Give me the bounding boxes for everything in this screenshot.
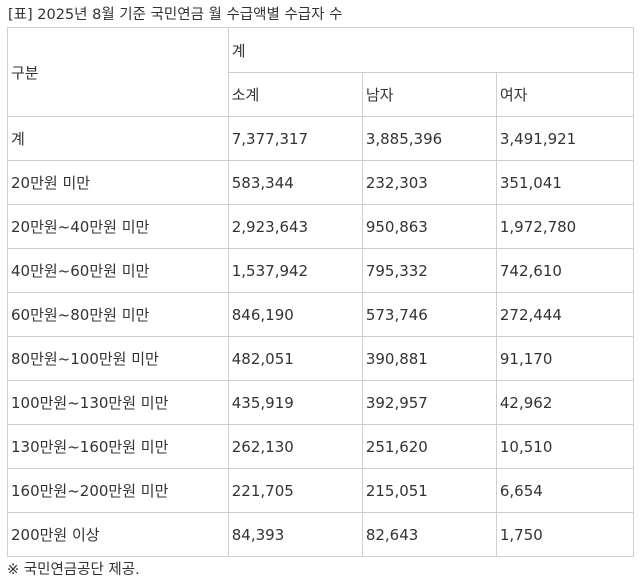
row-label-cell: 130만원~160만원 미만: [7, 424, 229, 469]
row-total-cell: 262,130: [227, 424, 363, 469]
row-male-cell: 251,620: [361, 424, 497, 469]
row-total-cell: 583,344: [227, 160, 363, 205]
table-row: 계 7,377,317 3,885,396 3,491,921: [7, 116, 635, 161]
table-row: 60만원~80만원 미만 846,190 573,746 272,444: [7, 292, 635, 337]
header-subtotal-cell: 소계: [227, 72, 363, 117]
row-female-cell: 42,962: [495, 380, 635, 425]
table-row: 20만원~40만원 미만 2,923,643 950,863 1,972,780: [7, 204, 635, 249]
row-total-cell: 84,393: [227, 512, 363, 557]
table-row: 80만원~100만원 미만 482,051 390,881 91,170: [7, 336, 635, 381]
header-row-top: 구분 계: [7, 27, 635, 117]
row-female-cell: 272,444: [495, 292, 635, 337]
row-female-cell: 91,170: [495, 336, 635, 381]
row-label-cell: 60만원~80만원 미만: [7, 292, 229, 337]
table-row: 160만원~200만원 미만 221,705 215,051 6,654: [7, 468, 635, 513]
row-label-cell: 40만원~60만원 미만: [7, 248, 229, 293]
header-row-sub: 소계 남자 여자: [8, 72, 635, 117]
header-female-cell: 여자: [495, 72, 635, 117]
header-group-cell: 구분: [7, 27, 229, 117]
row-total-cell: 435,919: [227, 380, 363, 425]
row-female-cell: 6,654: [495, 468, 635, 513]
row-label-cell: 20만원~40만원 미만: [7, 204, 229, 249]
table-row: 100만원~130만원 미만 435,919 392,957 42,962: [7, 380, 635, 425]
row-label-cell: 160만원~200만원 미만: [7, 468, 229, 513]
row-female-cell: 1,750: [495, 512, 635, 557]
row-label-cell: 계: [7, 116, 229, 161]
pension-recipients-table: 구분 계 소계 남자 여자 계 7,377,317 3,885,396 3,491,9…: [7, 27, 635, 557]
header-top-cell: 계: [227, 27, 635, 73]
row-male-cell: 232,303: [361, 160, 497, 205]
table-row: 40만원~60만원 미만 1,537,942 795,332 742,610: [7, 248, 635, 293]
row-male-cell: 392,957: [361, 380, 497, 425]
row-label-cell: 20만원 미만: [7, 160, 229, 205]
row-total-cell: 221,705: [227, 468, 363, 513]
row-male-cell: 3,885,396: [361, 116, 497, 161]
row-total-cell: 2,923,643: [227, 204, 363, 249]
row-male-cell: 950,863: [361, 204, 497, 249]
row-female-cell: 3,491,921: [495, 116, 635, 161]
row-label-cell: 100만원~130만원 미만: [7, 380, 229, 425]
row-male-cell: 215,051: [361, 468, 497, 513]
row-female-cell: 1,972,780: [495, 204, 635, 249]
row-total-cell: 846,190: [227, 292, 363, 337]
table-row: 20만원 미만 583,344 232,303 351,041: [7, 160, 635, 205]
row-male-cell: 795,332: [361, 248, 497, 293]
row-total-cell: 1,537,942: [227, 248, 363, 293]
row-female-cell: 10,510: [495, 424, 635, 469]
header-male-cell: 남자: [361, 72, 497, 117]
row-female-cell: 351,041: [495, 160, 635, 205]
row-female-cell: 742,610: [495, 248, 635, 293]
row-male-cell: 390,881: [361, 336, 497, 381]
table-row: 130만원~160만원 미만 262,130 251,620 10,510: [7, 424, 635, 469]
row-total-cell: 7,377,317: [227, 116, 363, 161]
table-row: 200만원 이상 84,393 82,643 1,750: [7, 512, 635, 557]
source-footnote: ※ 국민연금공단 제공.: [7, 562, 140, 578]
row-label-cell: 200만원 이상: [7, 512, 229, 557]
table-caption: [표] 2025년 8월 기준 국민연금 월 수급액별 수급자 수: [8, 7, 343, 23]
row-male-cell: 573,746: [361, 292, 497, 337]
row-male-cell: 82,643: [361, 512, 497, 557]
row-label-cell: 80만원~100만원 미만: [7, 336, 229, 381]
row-total-cell: 482,051: [227, 336, 363, 381]
